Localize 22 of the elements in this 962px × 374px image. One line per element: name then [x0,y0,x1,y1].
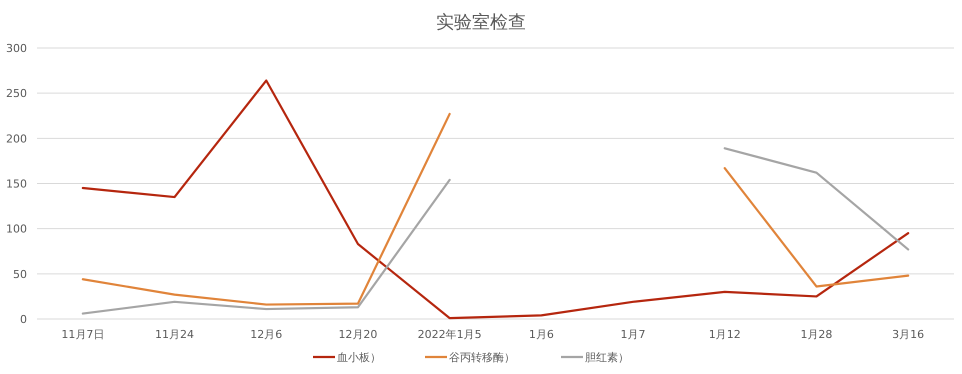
legend-label: 血小板） [337,351,381,364]
chart-title: 实验室检查 [436,12,526,33]
x-tick-label: 1月6 [528,328,554,341]
legend-label: 谷丙转移酶） [449,351,515,364]
x-tick-label: 12月6 [250,328,282,341]
y-tick-label: 100 [6,222,27,236]
x-tick-label: 3月16 [892,328,924,341]
x-tick-label: 1月12 [708,328,741,341]
y-tick-label: 150 [6,178,27,190]
x-tick-label: 2022年1月5 [418,328,482,341]
y-tick-label: 50 [13,268,27,281]
y-tick-label: 0 [20,313,27,326]
y-tick-label: 250 [6,87,27,100]
x-tick-label: 11月7日 [61,328,104,341]
x-tick-label: 11月24 [155,328,194,341]
y-tick-label: 300 [6,42,27,55]
x-tick-label: 1月7 [620,328,646,341]
y-tick-label: 200 [6,132,27,146]
x-tick-label: 1月28 [800,328,832,341]
legend-label: 胆红素） [585,351,629,364]
x-tick-label: 12月20 [338,328,378,341]
line-series [82,79,910,320]
